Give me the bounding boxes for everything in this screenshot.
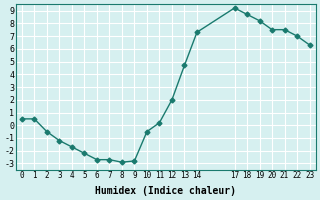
- X-axis label: Humidex (Indice chaleur): Humidex (Indice chaleur): [95, 186, 236, 196]
